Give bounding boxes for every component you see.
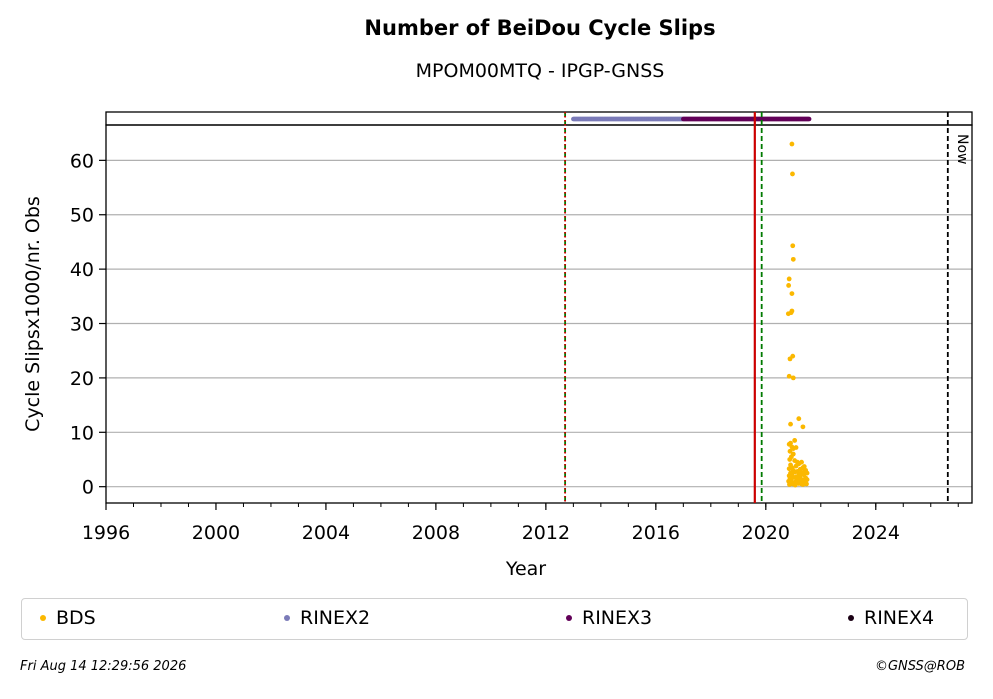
- data-point-bds: [790, 243, 796, 249]
- y-tick-label-6: 60: [70, 150, 94, 172]
- y-axis-label: Cycle Slipsx1000/nr. Obs: [22, 196, 44, 432]
- footer-timestamp: Fri Aug 14 12:29:56 2026: [20, 659, 187, 674]
- x-tick-label-0: 1996: [82, 522, 130, 544]
- chart-title: Number of BeiDou Cycle Slips: [364, 16, 716, 40]
- data-point-bds: [788, 440, 793, 446]
- data-point-bds: [790, 375, 796, 381]
- legend-item-rinex2: RINEX2: [284, 607, 370, 629]
- x-tick-label-1: 2000: [192, 522, 240, 544]
- legend-label-rinex4: RINEX4: [864, 607, 935, 629]
- y-tick-label-0: 0: [82, 477, 94, 499]
- data-point-bds: [787, 448, 793, 454]
- data-point-bds: [796, 416, 802, 422]
- y-tick-label-5: 50: [70, 205, 94, 227]
- data-point-bds: [804, 470, 810, 476]
- data-point-bds: [786, 283, 792, 288]
- y-tick-label-1: 10: [70, 422, 94, 444]
- chart-subtitle: MPOM00MTQ - IPGP-GNSS: [415, 60, 665, 82]
- x-axis-label: Year: [505, 558, 546, 580]
- legend-marker-bds: [40, 615, 46, 621]
- data-point-bds: [790, 171, 795, 177]
- data-point-bds: [789, 308, 795, 314]
- data-point-bds: [789, 141, 795, 147]
- legend-marker-rinex4: [848, 615, 854, 621]
- legend-label-rinex3: RINEX3: [582, 607, 653, 629]
- y-tick-label-2: 20: [70, 368, 94, 390]
- data-point-bds: [786, 373, 792, 379]
- data-point-bds: [792, 482, 798, 488]
- x-tick-label-2: 2004: [302, 522, 350, 544]
- data-point-bds: [790, 451, 796, 457]
- footer-copyright: ©GNSS@ROB: [874, 659, 965, 674]
- coverage-strip: [105, 111, 973, 126]
- data-point-bds: [793, 445, 799, 450]
- legend-item-rinex4: RINEX4: [848, 607, 934, 629]
- legend-label-bds: BDS: [56, 607, 96, 629]
- data-point-bds: [792, 458, 798, 463]
- y-tick-label-4: 40: [70, 259, 94, 281]
- data-point-bds: [790, 353, 796, 359]
- data-point-bds: [796, 481, 802, 486]
- legend-marker-rinex3: [566, 615, 572, 621]
- x-tick-label-6: 2020: [742, 522, 790, 544]
- data-point-bds: [786, 466, 792, 472]
- x-tick-label-7: 2024: [852, 522, 900, 544]
- data-point-bds: [800, 482, 806, 487]
- data-point-bds: [789, 291, 795, 297]
- x-tick-label-4: 2012: [522, 522, 570, 544]
- plot-frame: [105, 124, 973, 504]
- legend-marker-rinex2: [284, 615, 290, 621]
- chart-legend: BDS RINEX2 RINEX3 RINEX4: [21, 598, 968, 640]
- data-point-bds: [787, 457, 793, 462]
- data-point-bds: [786, 276, 792, 282]
- x-tick-label-5: 2016: [632, 522, 680, 544]
- legend-item-bds: BDS: [40, 607, 96, 629]
- data-point-bds: [792, 438, 798, 443]
- data-point-bds: [790, 256, 796, 262]
- now-label: Now: [954, 134, 970, 165]
- y-tick-label-3: 30: [70, 314, 94, 336]
- coverage-dot-rinex3: [806, 116, 812, 122]
- data-point-bds: [788, 421, 793, 427]
- legend-item-rinex3: RINEX3: [566, 607, 652, 629]
- data-point-bds: [804, 481, 809, 487]
- x-tick-label-3: 2008: [412, 522, 460, 544]
- data-point-bds: [796, 461, 802, 467]
- data-point-bds: [800, 424, 806, 430]
- legend-label-rinex2: RINEX2: [300, 607, 371, 629]
